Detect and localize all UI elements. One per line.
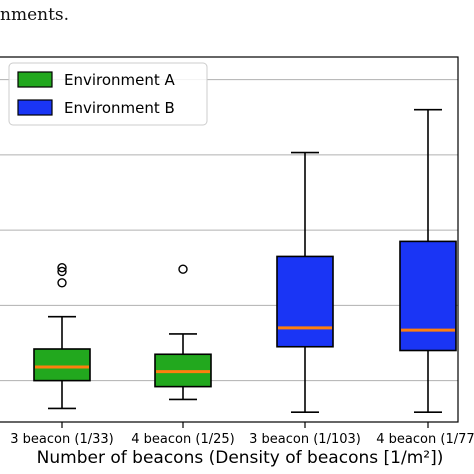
legend-swatch: [17, 71, 53, 88]
legend: Environment A Environment B: [8, 62, 208, 126]
outlier-point: [57, 266, 67, 277]
legend-frame: [8, 62, 208, 126]
outlier-point: [57, 263, 67, 273]
iqr-box: [399, 240, 457, 352]
grid-lines: [0, 79, 458, 382]
boxes-layer: [33, 108, 457, 414]
caption-fragment: nments.: [0, 5, 70, 25]
x-tick-label: 4 beacon (1/25): [131, 432, 234, 447]
box-environment-a: [154, 264, 212, 401]
iqr-box: [276, 255, 334, 348]
x-tick-label: 3 beacon (1/103): [249, 432, 361, 447]
x-tick-labels: 3 beacon (1/33) 4 beacon (1/25) 3 beacon (…: [10, 422, 474, 447]
x-tick-label: 3 beacon (1/33): [10, 432, 113, 447]
plot-frame: [0, 56, 459, 423]
iqr-box: [33, 348, 91, 382]
box-environment-a: [33, 263, 91, 410]
box-environment-b: [276, 151, 334, 414]
x-tick-label: 4 beacon (1/77): [376, 432, 474, 447]
legend-swatch: [17, 99, 53, 116]
legend-label: Environment B: [64, 99, 175, 117]
outlier-point: [57, 278, 67, 288]
box-environment-b: [399, 108, 457, 414]
outlier-point: [178, 264, 188, 274]
legend-label: Environment A: [64, 71, 176, 89]
x-axis-label: Number of beacons (Density of beacons [1…: [37, 448, 444, 468]
